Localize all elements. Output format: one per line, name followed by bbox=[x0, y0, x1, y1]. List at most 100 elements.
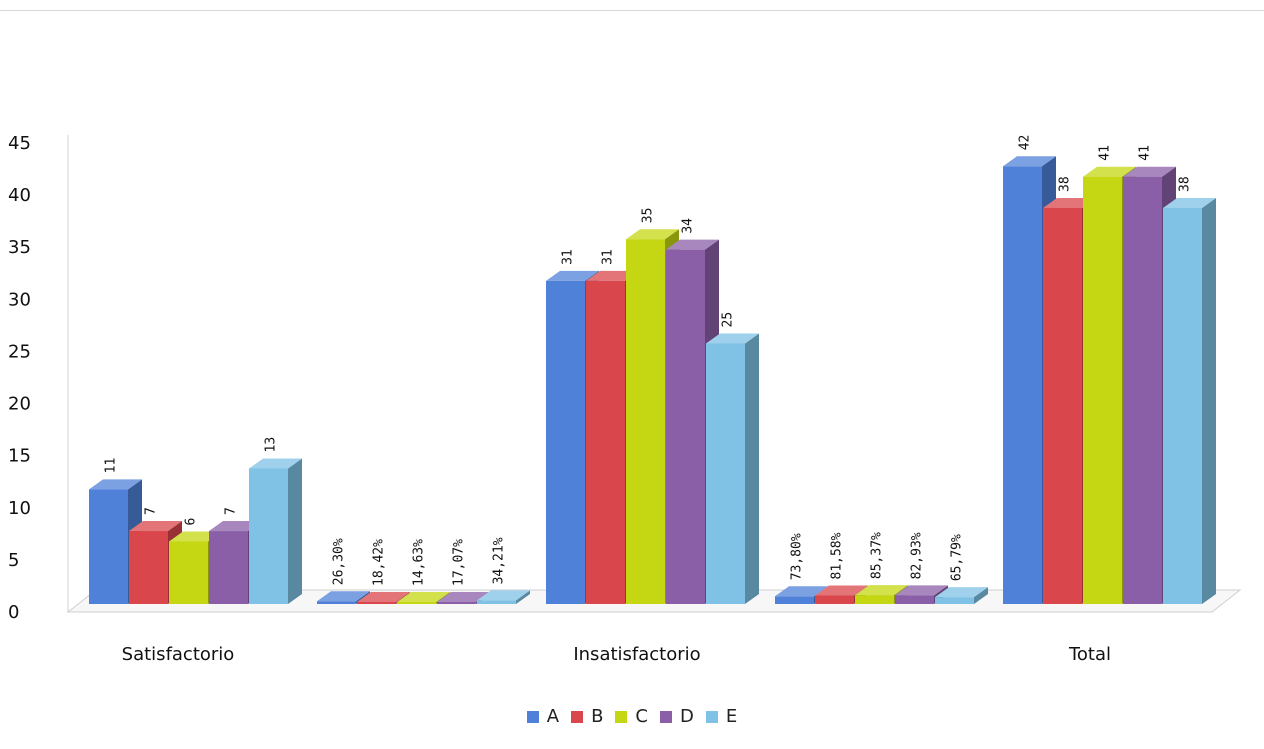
bar-E bbox=[1163, 207, 1202, 604]
legend-swatch bbox=[615, 710, 628, 723]
legend-swatch bbox=[571, 710, 584, 723]
bar-top-E bbox=[935, 587, 988, 598]
bar-top-C bbox=[1083, 166, 1136, 177]
bar-top-D bbox=[1123, 166, 1176, 177]
legend-label: A bbox=[546, 706, 560, 727]
data-label: 42 bbox=[1018, 135, 1033, 151]
y-tick-label: 40 bbox=[8, 185, 31, 206]
y-tick-label: 15 bbox=[8, 446, 31, 467]
bar-top-C bbox=[169, 531, 222, 542]
bar-top-E bbox=[249, 458, 302, 469]
bar-top-B bbox=[357, 592, 410, 602]
bar-C bbox=[1083, 176, 1122, 604]
bar-D bbox=[437, 602, 476, 604]
bar-top-A bbox=[317, 591, 370, 602]
bar-A bbox=[89, 489, 128, 604]
data-label: 6 bbox=[184, 518, 199, 526]
bar-A bbox=[317, 601, 356, 604]
bar-side-E bbox=[745, 333, 759, 604]
data-label: 38 bbox=[1178, 176, 1193, 192]
x-category-label: Satisfactorio bbox=[122, 644, 235, 665]
legend-item-B: B bbox=[571, 706, 603, 727]
data-label: 34 bbox=[681, 218, 696, 234]
bar-top-A bbox=[546, 270, 599, 281]
bar-D bbox=[666, 249, 705, 604]
bar-top-E bbox=[706, 333, 759, 344]
bar-top-E bbox=[477, 590, 530, 601]
bar-top-C bbox=[397, 592, 450, 602]
data-label: 17,07% bbox=[452, 539, 467, 586]
data-label: 26,30% bbox=[332, 538, 347, 585]
legend-item-C: C bbox=[615, 706, 648, 727]
x-category-label: Total bbox=[1068, 644, 1111, 665]
legend-swatch bbox=[660, 710, 672, 723]
bar-E bbox=[249, 468, 288, 604]
bar-B bbox=[815, 595, 854, 604]
data-label: 65,79% bbox=[950, 534, 965, 581]
legend-label: D bbox=[680, 706, 694, 727]
data-label: 35 bbox=[641, 208, 656, 224]
top-divider bbox=[0, 10, 1264, 11]
bar-side-E bbox=[516, 590, 530, 604]
bar-E bbox=[706, 343, 745, 604]
bar-C bbox=[626, 239, 665, 604]
data-label: 41 bbox=[1098, 145, 1113, 161]
data-label: 11 bbox=[104, 458, 119, 474]
bar-E bbox=[477, 600, 516, 604]
bar-top-C bbox=[626, 229, 679, 240]
data-label: 7 bbox=[224, 507, 239, 515]
bar-D bbox=[1123, 176, 1162, 604]
data-label: 85,37% bbox=[870, 532, 885, 579]
bar-B bbox=[1043, 207, 1082, 604]
bar-top-C bbox=[855, 585, 908, 596]
data-label: 25 bbox=[721, 312, 736, 328]
y-tick-label: 5 bbox=[8, 550, 19, 571]
legend-swatch bbox=[705, 710, 718, 723]
data-label: 18,42% bbox=[372, 539, 387, 586]
data-label: 31 bbox=[561, 249, 576, 265]
bar-A bbox=[1003, 166, 1042, 604]
bar-E bbox=[935, 597, 974, 604]
bar-top-A bbox=[89, 479, 142, 490]
data-label: 31 bbox=[601, 249, 616, 265]
bar-top-B bbox=[129, 521, 182, 532]
bar-C bbox=[169, 541, 208, 604]
x-category-label: Insatisfactorio bbox=[573, 644, 700, 665]
bar-B bbox=[586, 280, 625, 604]
labels-layer: 11 7 6 7 13 26,30% 18,42% 14,63% 17,07% 34,21% 31 3… bbox=[104, 135, 1193, 586]
legend-label: E bbox=[725, 706, 738, 727]
bar-B bbox=[129, 531, 168, 604]
bar-top-A bbox=[775, 586, 828, 597]
bar-top-B bbox=[586, 270, 639, 281]
bar-C bbox=[855, 595, 894, 604]
y-tick-label: 35 bbox=[8, 237, 31, 258]
bar-top-E bbox=[1163, 197, 1216, 208]
bar-side-E bbox=[1202, 197, 1216, 604]
y-tick-label: 10 bbox=[8, 498, 31, 519]
bar-top-B bbox=[815, 585, 868, 596]
chart-legend: A B C D E bbox=[0, 706, 1264, 727]
y-tick-label: 0 bbox=[8, 602, 19, 623]
bar-D bbox=[209, 531, 248, 604]
bar-top-D bbox=[666, 239, 719, 250]
data-label: 41 bbox=[1138, 145, 1153, 161]
bar-A bbox=[546, 280, 585, 604]
bar-B bbox=[357, 602, 396, 604]
bar-A bbox=[775, 596, 814, 604]
legend-item-A: A bbox=[526, 706, 560, 727]
bar-top-D bbox=[209, 521, 262, 532]
bar-top-D bbox=[437, 592, 490, 602]
data-label: 7 bbox=[144, 507, 159, 515]
data-label: 82,93% bbox=[910, 532, 925, 579]
bar-side-E bbox=[288, 458, 302, 604]
bar-top-A bbox=[1003, 156, 1056, 167]
data-label: 13 bbox=[264, 437, 279, 453]
legend-label: C bbox=[635, 706, 648, 727]
legend-item-D: D bbox=[660, 706, 694, 727]
data-label: 38 bbox=[1058, 176, 1073, 192]
legend-swatch bbox=[526, 710, 539, 723]
data-label: 81,58% bbox=[830, 532, 845, 579]
data-label: 14,63% bbox=[412, 539, 427, 586]
bar-side-E bbox=[974, 587, 988, 604]
